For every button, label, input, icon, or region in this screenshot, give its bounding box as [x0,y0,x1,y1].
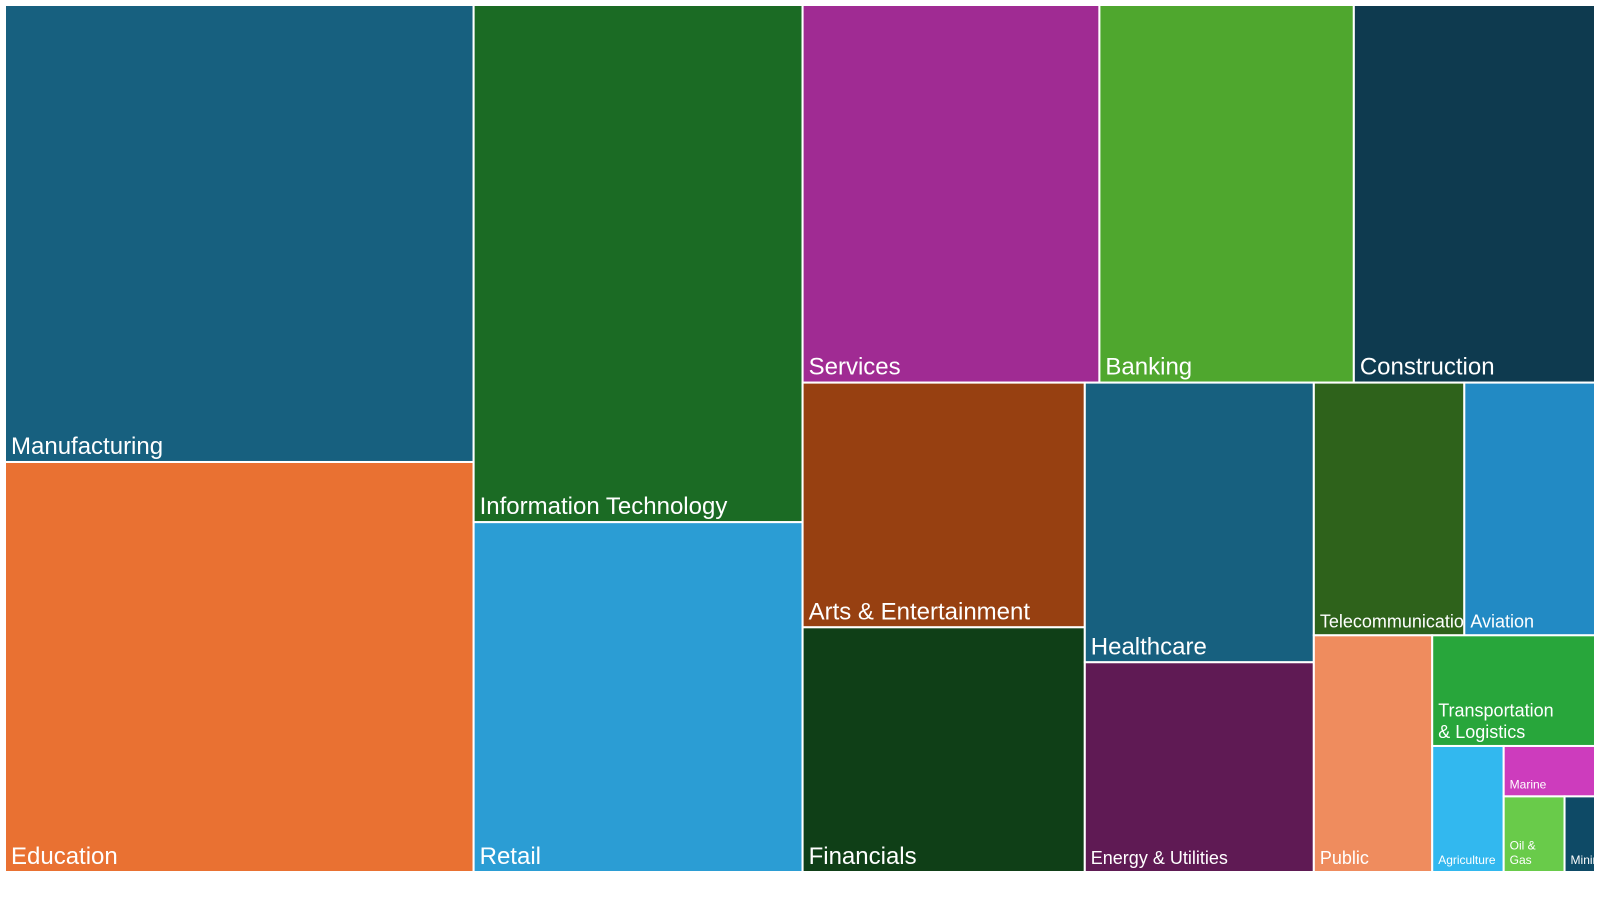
treemap-label-construction: Construction [1360,354,1495,381]
treemap-tile-marine[interactable]: Marine [1502,744,1597,798]
treemap-label-financials: Financials [809,843,917,870]
treemap-label-telecommunications: Telecommunications [1320,611,1483,631]
treemap-label-services: Services [809,354,901,381]
treemap-tile-agriculture[interactable]: Agriculture [1431,744,1505,874]
treemap-rect-financials[interactable] [801,626,1086,874]
treemap-label-healthcare: Healthcare [1091,633,1207,660]
treemap-tile-telecommunications[interactable]: Telecommunications [1312,381,1483,637]
treemap-tile-financials[interactable]: Financials [801,626,1086,874]
treemap-rect-oil-and-gas[interactable] [1502,795,1566,874]
treemap-label-transportation-and-logistics: Transportation & Logistics [1438,700,1553,742]
treemap-rect-arts-and-entertainment[interactable] [801,381,1086,629]
treemap-label-mining: Mining [1571,853,1600,867]
treemap-tile-mining[interactable]: Mining [1563,795,1600,874]
treemap-tile-aviation[interactable]: Aviation [1463,381,1596,637]
treemap-rect-healthcare[interactable] [1083,381,1315,664]
treemap-label-public: Public [1320,848,1369,868]
treemap-tile-energy-and-utilities[interactable]: Energy & Utilities [1083,661,1315,873]
treemap-label-energy-and-utilities: Energy & Utilities [1091,848,1228,868]
treemap-tile-construction[interactable]: Construction [1352,4,1596,384]
treemap-tile-healthcare[interactable]: Healthcare [1083,381,1315,664]
treemap-rect-aviation[interactable] [1463,381,1596,637]
treemap-rect-construction[interactable] [1352,4,1596,384]
treemap-label-education: Education [11,843,118,870]
treemap-tile-transportation-and-logistics[interactable]: Transportation & Logistics [1431,634,1597,747]
treemap-rect-public[interactable] [1312,634,1434,874]
treemap-label-information-technology: Information Technology [480,493,728,520]
treemap-tile-services[interactable]: Services [801,4,1101,384]
treemap-rect-telecommunications[interactable] [1312,381,1466,637]
treemap-label-arts-and-entertainment: Arts & Entertainment [809,598,1031,625]
treemap-tile-information-technology[interactable]: Information Technology [472,4,804,524]
treemap-rect-services[interactable] [801,4,1101,384]
treemap-label-agriculture: Agriculture [1438,853,1496,867]
treemap-rect-transportation-and-logistics[interactable] [1431,634,1597,747]
treemap-label-retail: Retail [480,843,541,870]
treemap-rect-information-technology[interactable] [472,4,804,524]
treemap-rect-mining[interactable] [1563,795,1597,874]
treemap-tile-education[interactable]: Education [4,460,475,873]
treemap-rect-manufacturing[interactable] [4,4,475,463]
treemap-tile-arts-and-entertainment[interactable]: Arts & Entertainment [801,381,1086,629]
treemap-rect-marine[interactable] [1502,744,1597,798]
treemap-tile-manufacturing[interactable]: Manufacturing [4,4,475,463]
treemap-rect-retail[interactable] [472,521,804,873]
treemap-rect-education[interactable] [4,460,475,873]
treemap-rect-energy-and-utilities[interactable] [1083,661,1315,873]
treemap-label-banking: Banking [1105,354,1192,381]
treemap-tile-oil-and-gas[interactable]: Oil & Gas [1502,795,1566,874]
treemap-tile-public[interactable]: Public [1312,634,1434,874]
treemap-tile-retail[interactable]: Retail [472,521,804,873]
treemap-label-manufacturing: Manufacturing [11,433,163,460]
treemap-tile-banking[interactable]: Banking [1098,4,1355,384]
treemap-label-aviation: Aviation [1470,611,1534,631]
treemap-rect-banking[interactable] [1098,4,1355,384]
treemap-label-marine: Marine [1510,777,1547,791]
treemap-label-oil-and-gas: Oil & Gas [1510,839,1536,867]
